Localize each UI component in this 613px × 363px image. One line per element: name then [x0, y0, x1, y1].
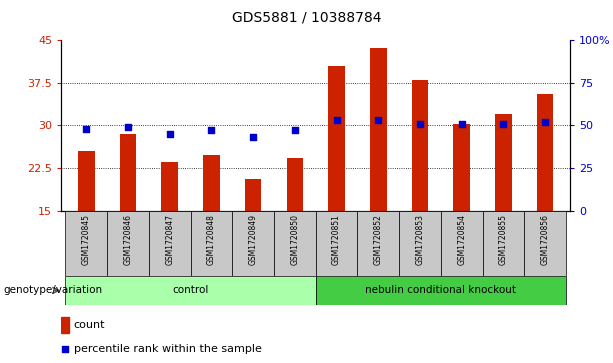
Bar [454, 123, 470, 211]
Point [123, 124, 133, 130]
Text: GSM1720849: GSM1720849 [249, 214, 257, 265]
Bar [66, 211, 107, 276]
Bar [149, 211, 191, 276]
Text: genotype/variation: genotype/variation [3, 285, 102, 295]
Text: GSM1720850: GSM1720850 [291, 214, 299, 265]
Text: GSM1720855: GSM1720855 [499, 214, 508, 265]
Text: count: count [74, 320, 105, 330]
Bar [191, 211, 232, 276]
Point [373, 117, 383, 123]
Point [540, 119, 550, 125]
Text: GSM1720846: GSM1720846 [124, 214, 132, 265]
Bar [245, 179, 262, 211]
Text: GDS5881 / 10388784: GDS5881 / 10388784 [232, 11, 381, 25]
Text: GSM1720845: GSM1720845 [82, 214, 91, 265]
Point [165, 131, 175, 137]
Bar [370, 49, 387, 211]
Bar [286, 158, 303, 211]
Text: control: control [172, 285, 209, 295]
Text: GSM1720854: GSM1720854 [457, 214, 466, 265]
Text: GSM1720853: GSM1720853 [416, 214, 424, 265]
Point [248, 134, 258, 140]
Bar [316, 276, 566, 305]
Point [207, 127, 216, 133]
Text: GSM1720852: GSM1720852 [374, 214, 383, 265]
Bar [120, 134, 136, 211]
Bar [328, 66, 345, 211]
Point [82, 126, 91, 131]
Point [457, 121, 466, 126]
Bar [441, 211, 482, 276]
Point [290, 127, 300, 133]
Point [415, 121, 425, 126]
Text: GSM1720851: GSM1720851 [332, 214, 341, 265]
Bar [537, 94, 554, 211]
Text: GSM1720856: GSM1720856 [541, 214, 550, 265]
Bar [66, 276, 316, 305]
Bar [61, 317, 69, 333]
Point [60, 346, 70, 352]
Bar [411, 80, 428, 211]
Point [498, 121, 508, 126]
Bar [524, 211, 566, 276]
Bar [78, 151, 94, 211]
Bar [232, 211, 274, 276]
Text: GSM1720848: GSM1720848 [207, 214, 216, 265]
Bar [357, 211, 399, 276]
Text: GSM1720847: GSM1720847 [166, 214, 174, 265]
Bar [482, 211, 524, 276]
Text: nebulin conditional knockout: nebulin conditional knockout [365, 285, 516, 295]
Bar [399, 211, 441, 276]
Bar [274, 211, 316, 276]
Bar [316, 211, 357, 276]
Bar [495, 114, 512, 211]
Bar [161, 162, 178, 211]
Point [332, 117, 341, 123]
Bar [203, 155, 220, 211]
Bar [107, 211, 149, 276]
Text: percentile rank within the sample: percentile rank within the sample [74, 344, 261, 354]
